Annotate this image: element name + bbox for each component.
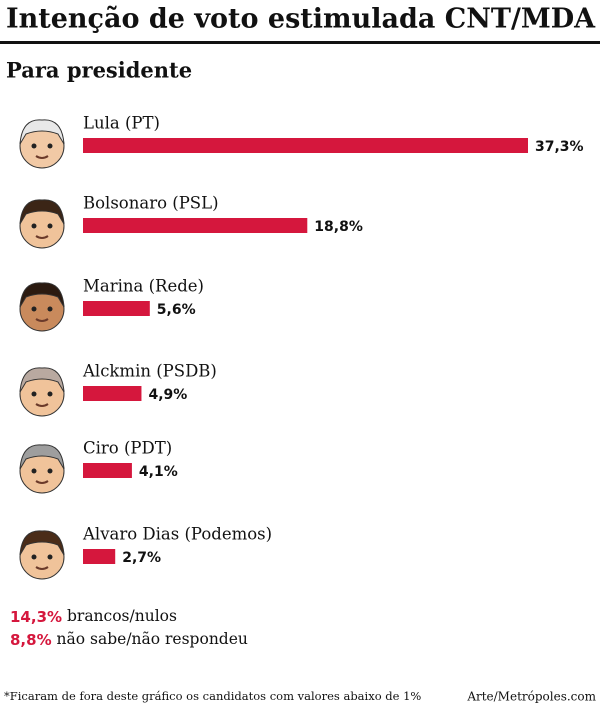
- title-rule: [0, 41, 600, 44]
- value-label: 18,8%: [314, 219, 363, 235]
- category-label: Ciro (PDT): [83, 439, 172, 458]
- bar: [83, 218, 308, 233]
- avatar-eye: [47, 306, 53, 312]
- category-label: Alvaro Dias (Podemos): [82, 525, 272, 544]
- avatar-hair: [19, 367, 65, 393]
- other-label: 8,8% não sabe/não respondeu: [10, 630, 248, 649]
- avatar-mouth: [35, 235, 49, 239]
- other-text: brancos/nulos: [67, 607, 177, 625]
- avatar-eye: [31, 223, 37, 229]
- bar: [83, 463, 132, 478]
- avatar: [19, 282, 65, 332]
- value-label: 37,3%: [535, 139, 584, 155]
- avatar: [19, 530, 65, 580]
- other-label: 14,3% brancos/nulos: [10, 607, 177, 626]
- avatar-mouth: [35, 318, 49, 322]
- avatar: [19, 367, 65, 417]
- avatar-hair: [19, 282, 65, 308]
- avatar-eye: [47, 223, 53, 229]
- bar: [83, 386, 142, 401]
- bar: [83, 549, 116, 564]
- avatar: [19, 199, 65, 249]
- category-label: Bolsonaro (PSL): [83, 194, 219, 213]
- category-label: Lula (PT): [83, 114, 160, 133]
- avatar-eye: [47, 468, 53, 474]
- chart-title: Intenção de voto estimulada CNT/MDA: [6, 4, 596, 35]
- avatar-hair: [19, 530, 65, 556]
- avatar-hair: [19, 119, 65, 145]
- chart-subtitle: Para presidente: [6, 58, 192, 83]
- value-label: 4,9%: [148, 387, 187, 403]
- avatar-mouth: [35, 566, 49, 570]
- avatar-eye: [47, 391, 53, 397]
- avatar-eye: [31, 143, 37, 149]
- avatar: [19, 119, 65, 169]
- category-label: Marina (Rede): [83, 277, 204, 296]
- value-label: 2,7%: [122, 550, 161, 566]
- avatar-mouth: [35, 403, 49, 407]
- avatar-mouth: [35, 155, 49, 159]
- avatar-hair: [19, 199, 65, 225]
- other-value: 14,3%: [10, 608, 62, 626]
- category-label: Alckmin (PSDB): [82, 362, 217, 381]
- avatar-eye: [31, 306, 37, 312]
- avatar-eye: [31, 391, 37, 397]
- avatar-eye: [31, 468, 37, 474]
- footnote: *Ficaram de fora deste gráfico os candid…: [4, 689, 421, 703]
- avatar-eye: [47, 554, 53, 560]
- avatar-mouth: [35, 480, 49, 484]
- other-text: não sabe/não respondeu: [57, 630, 248, 648]
- avatar-eye: [47, 143, 53, 149]
- avatar-eye: [31, 554, 37, 560]
- value-label: 5,6%: [157, 302, 196, 318]
- bar: [83, 138, 528, 153]
- value-label: 4,1%: [139, 464, 178, 480]
- avatar: [19, 444, 65, 494]
- bar: [83, 301, 150, 316]
- credit: Arte/Metrópoles.com: [466, 690, 596, 704]
- other-value: 8,8%: [10, 631, 52, 649]
- avatar-hair: [19, 444, 65, 470]
